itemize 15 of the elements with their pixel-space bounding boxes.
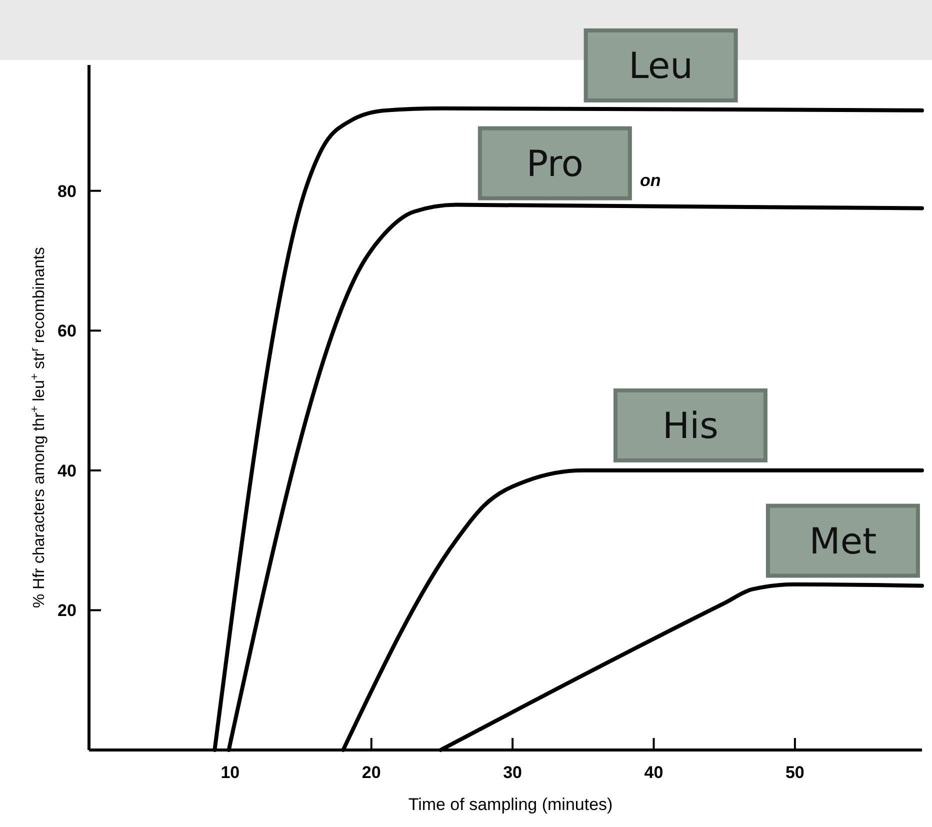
x-tick-label: 20 bbox=[362, 763, 381, 782]
y-tick-label: 40 bbox=[58, 461, 76, 480]
series-label: His bbox=[662, 406, 718, 448]
series-label: Met bbox=[809, 521, 877, 562]
y-tick-label: 80 bbox=[58, 182, 76, 201]
annotation: on bbox=[640, 171, 661, 190]
x-tick-label: 50 bbox=[785, 763, 804, 782]
series-label: Leu bbox=[628, 46, 693, 88]
y-tick-label: 60 bbox=[58, 322, 76, 341]
x-axis-title: Time of sampling (minutes) bbox=[408, 795, 613, 814]
series-label: Pro bbox=[526, 144, 584, 185]
x-tick-label: 40 bbox=[644, 763, 664, 782]
x-tick-label: 10 bbox=[220, 763, 240, 782]
x-tick-label: 30 bbox=[503, 763, 522, 782]
y-tick-label: 20 bbox=[58, 601, 76, 620]
